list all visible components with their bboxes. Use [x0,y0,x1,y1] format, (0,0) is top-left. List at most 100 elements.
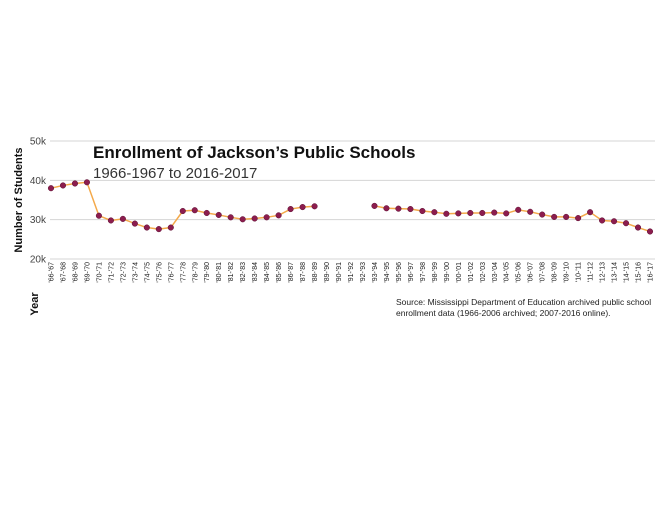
data-point [563,213,570,220]
x-tick-label: '77-'78 [180,262,187,283]
x-tick-label: '91-'92 [348,262,355,283]
source-line-2: enrollment data (1966-2006 archived; 200… [396,308,611,318]
x-tick-label: '13-'14 [612,262,619,283]
data-point [83,179,90,186]
y-tick-label: 50k [30,137,47,148]
data-point [646,228,654,235]
data-point [407,205,414,213]
x-tick-label: '92-'93 [360,262,367,283]
x-tick-label: '04-'05 [504,262,511,283]
x-tick-label: '10-'11 [576,262,583,282]
x-tick-label: '96-'97 [408,262,415,283]
data-point [191,207,198,214]
x-tick-label: '73-'74 [132,262,139,283]
y-axis-label: Number of Students [13,147,25,252]
data-point [263,214,270,221]
x-tick-label: '66-'67 [49,262,56,283]
x-tick-label: '06-'07 [528,262,535,283]
data-point [275,212,282,219]
x-tick-label: '72-'73 [120,262,127,283]
x-tick-label: '89-'90 [324,262,331,283]
data-point [479,209,486,217]
data-point [47,185,55,192]
x-tick-label: '71-'72 [108,262,115,283]
data-point [119,215,126,222]
x-tick-label: '83-'84 [252,262,259,283]
data-point [527,208,534,215]
x-tick-label: '87-'88 [300,262,307,283]
data-point [539,211,546,218]
data-point [622,220,630,227]
x-tick-label: '15-'16 [636,262,643,283]
data-point [95,212,102,219]
data-point [215,211,222,218]
data-point [455,210,462,217]
x-tick-label: '00-'01 [456,262,463,283]
chart-title: Enrollment of Jackson’s Public Schools [93,143,415,162]
data-point [515,206,522,213]
data-point [383,205,390,212]
data-point [239,216,246,223]
data-point [155,226,162,233]
x-tick-label: '03-'04 [492,262,499,283]
x-tick-label: '11-'12 [588,262,595,282]
x-tick-label: '67-'68 [60,262,67,283]
data-point [503,210,510,217]
x-tick-label: '86-'87 [288,262,295,283]
series-line [50,181,315,230]
x-tick-label: '95-'96 [396,262,403,283]
x-tick-label: '08-'09 [552,262,559,283]
x-tick-label: '70-'71 [96,262,103,283]
x-tick-label: '84-'85 [264,262,271,283]
data-point [395,205,402,212]
data-point [551,213,558,220]
data-point [611,218,618,225]
x-tick-label: '85-'86 [276,262,283,283]
data-point [143,224,150,231]
data-point [179,207,186,215]
x-tick-label: '69-'70 [84,262,91,283]
data-point [203,209,210,217]
data-point [287,205,294,213]
data-point [371,202,378,209]
data-point [491,209,498,216]
source-line-1: Source: Mississippi Department of Educat… [396,297,652,307]
data-point [575,215,582,222]
data-point [107,217,114,224]
source-note: Source: Mississippi Department of Educat… [396,297,658,319]
y-tick-label: 30k [30,215,47,226]
x-tick-label: '97-'98 [420,262,427,283]
x-tick-label: '94-'95 [384,262,391,283]
x-axis-label: Year [29,292,41,316]
x-tick-label: '80-'81 [216,262,223,283]
data-point [299,204,306,211]
data-point [467,209,474,217]
x-tick-label: '05-'06 [516,262,523,283]
x-tick-label: '79-'80 [204,262,211,283]
data-point [71,180,79,187]
x-tick-label: '07-'08 [540,262,547,283]
data-point [251,215,258,222]
data-point [634,224,642,231]
data-point [311,203,318,210]
data-point [443,210,450,217]
x-tick-label: '12-'13 [600,262,607,283]
x-tick-labels: '66-'67 '67-'68 '68-'69 '69-'70 '70-'71 '71-'… [49,262,655,283]
x-tick-label: '93-'94 [372,262,379,283]
x-tick-label: '90-'91 [336,262,343,283]
data-point [227,214,234,221]
x-tick-label: '81-'82 [228,262,235,283]
data-point [167,224,174,231]
x-tick-label: '98-'99 [432,262,439,283]
x-tick-label: '74-'75 [144,262,151,283]
y-tick-labels: 20k 30k 40k 50k [30,137,47,266]
data-point [419,207,426,215]
x-tick-label: '02-'03 [480,262,487,283]
x-tick-label: '76-'77 [168,262,175,283]
x-tick-label: '88-'89 [312,262,319,283]
data-point [587,209,594,216]
x-tick-label: '82-'83 [240,262,247,283]
x-tick-label: '16-'17 [648,262,655,283]
data-point [599,217,606,224]
